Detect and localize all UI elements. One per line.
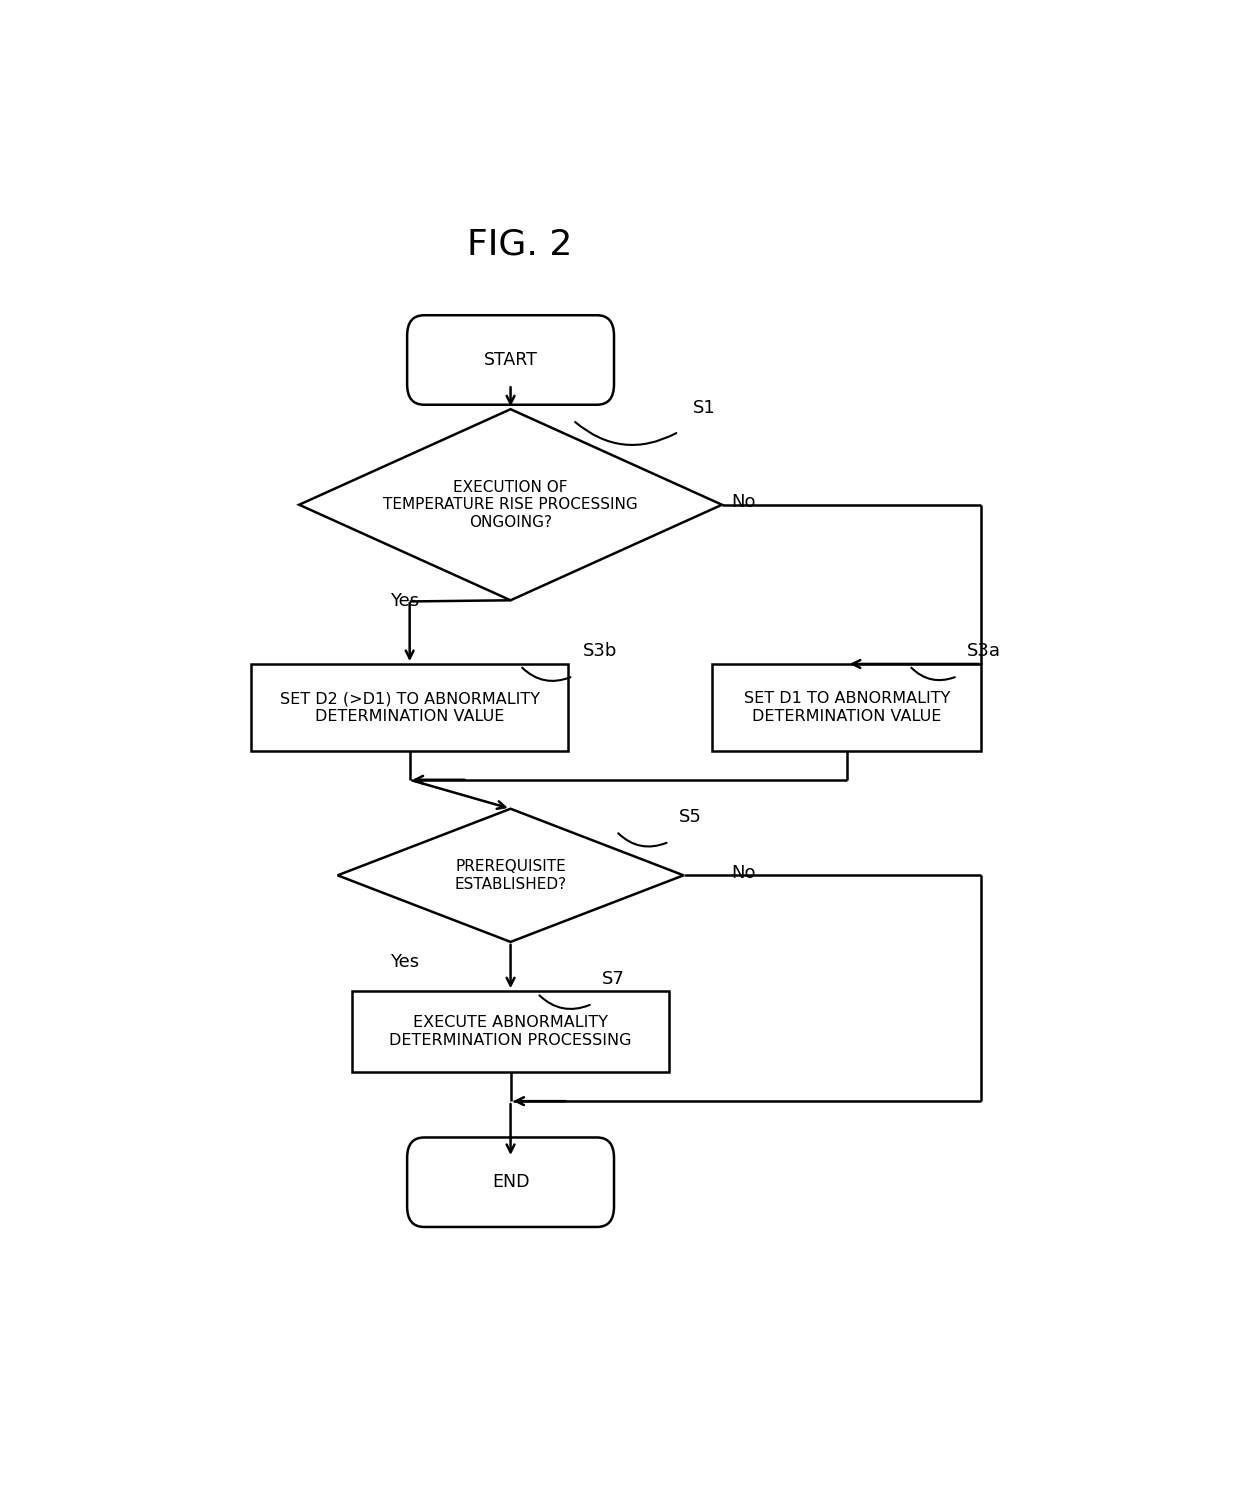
Text: Yes: Yes (391, 593, 419, 609)
Bar (250, 663, 568, 750)
Text: SET D1 TO ABNORMALITY
DETERMINATION VALUE: SET D1 TO ABNORMALITY DETERMINATION VALU… (744, 692, 950, 723)
Text: S3b: S3b (583, 642, 618, 660)
Text: Yes: Yes (391, 954, 419, 972)
Text: EXECUTION OF
TEMPERATURE RISE PROCESSING
ONGOING?: EXECUTION OF TEMPERATURE RISE PROCESSING… (383, 480, 637, 529)
Text: S3a: S3a (967, 642, 1001, 660)
Bar (352, 991, 670, 1072)
Text: EXECUTE ABNORMALITY
DETERMINATION PROCESSING: EXECUTE ABNORMALITY DETERMINATION PROCES… (389, 1015, 632, 1048)
Text: S5: S5 (678, 808, 702, 826)
Text: No: No (732, 493, 756, 511)
Text: END: END (492, 1173, 529, 1191)
Text: START: START (484, 350, 537, 368)
Polygon shape (337, 809, 683, 942)
FancyBboxPatch shape (407, 1137, 614, 1227)
Text: PREREQUISITE
ESTABLISHED?: PREREQUISITE ESTABLISHED? (455, 859, 567, 892)
Text: S7: S7 (601, 970, 625, 988)
Text: S1: S1 (693, 399, 715, 417)
Polygon shape (299, 409, 722, 600)
Text: FIG. 2: FIG. 2 (467, 227, 573, 262)
Bar (712, 663, 982, 750)
Text: SET D2 (>D1) TO ABNORMALITY
DETERMINATION VALUE: SET D2 (>D1) TO ABNORMALITY DETERMINATIO… (280, 692, 539, 723)
FancyBboxPatch shape (407, 316, 614, 405)
Text: No: No (732, 863, 756, 881)
